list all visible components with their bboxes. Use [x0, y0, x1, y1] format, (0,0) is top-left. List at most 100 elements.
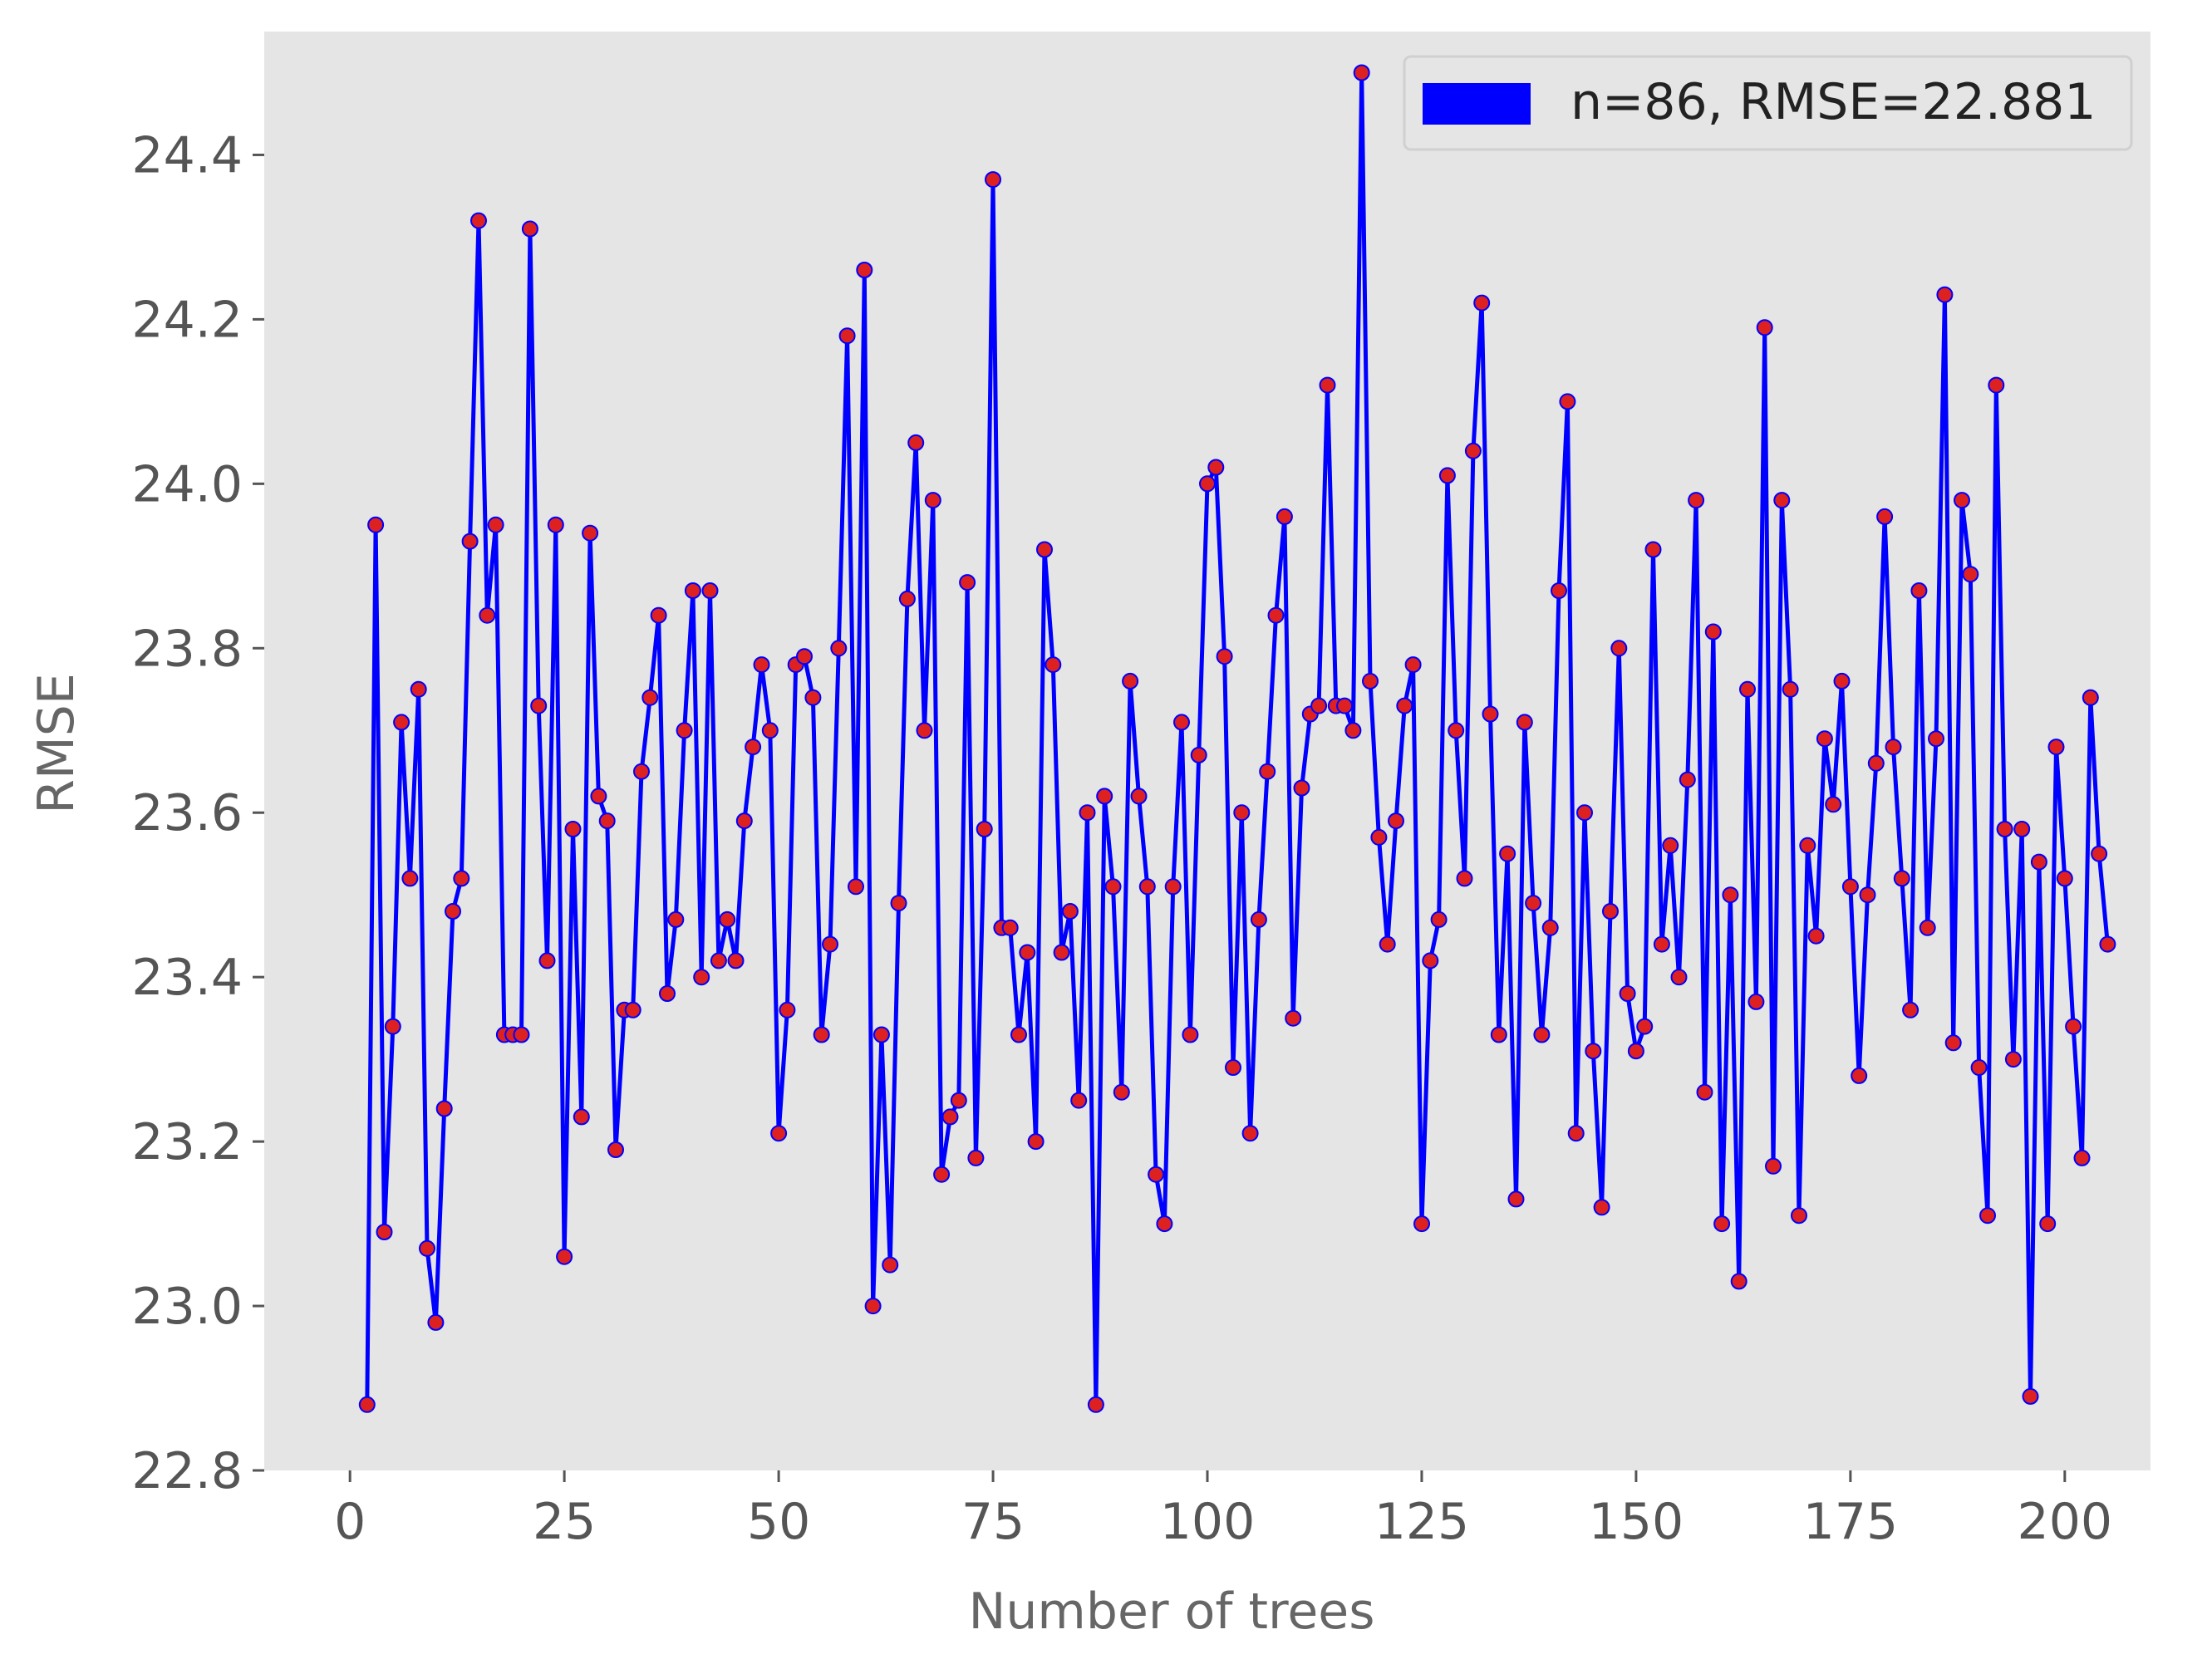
data-point [1919, 919, 1936, 936]
data-point [898, 590, 916, 607]
data-point [1525, 895, 1542, 912]
data-point [1225, 1059, 1241, 1076]
data-point [2022, 1387, 2039, 1405]
data-point [1799, 837, 1816, 854]
data-point [1250, 910, 1267, 928]
data-point [907, 434, 925, 451]
data-point [1627, 1043, 1644, 1060]
data-point [1859, 886, 1876, 904]
x-tick-label: 175 [1803, 1493, 1899, 1551]
data-point [1791, 1207, 1807, 1225]
data-point [1422, 952, 1439, 969]
data-point [1533, 1026, 1551, 1043]
x-tick-label: 200 [2018, 1493, 2113, 1551]
x-tick-label: 25 [533, 1493, 596, 1551]
x-axis-label: Number of trees [969, 1583, 1375, 1641]
data-point [1507, 1190, 1525, 1208]
data-point [1027, 1133, 1045, 1151]
data-point [838, 327, 856, 345]
data-point [882, 1256, 899, 1274]
data-point [1362, 672, 1379, 690]
data-point [1156, 1215, 1173, 1233]
data-point [1370, 828, 1388, 846]
data-point [1190, 746, 1207, 763]
data-point [1396, 697, 1413, 714]
data-point [2091, 845, 2108, 862]
data-point [1267, 606, 1285, 624]
data-point [1096, 788, 1113, 805]
data-point [1216, 648, 1233, 665]
data-point [1619, 985, 1636, 1002]
data-point [1979, 1207, 1996, 1225]
data-point [1473, 294, 1491, 312]
data-point [1430, 910, 1448, 928]
data-point [1207, 459, 1225, 476]
data-point [1636, 1018, 1654, 1035]
data-point [1670, 969, 1688, 986]
data-point [2030, 853, 2047, 871]
y-axis-label: RMSE [27, 673, 86, 813]
data-point [1276, 508, 1293, 525]
data-point [676, 722, 693, 739]
data-point [367, 516, 385, 533]
data-point [941, 1108, 959, 1126]
data-point [598, 812, 616, 830]
data-point [701, 582, 719, 599]
data-point [710, 952, 727, 969]
data-point [1662, 837, 1679, 854]
data-point [1928, 730, 1944, 748]
data-point [2065, 1018, 2082, 1035]
data-point [1490, 1026, 1507, 1043]
data-point [2099, 935, 2116, 953]
data-point [1516, 714, 1533, 731]
data-point [624, 1001, 641, 1018]
data-point [1138, 878, 1156, 896]
y-tick-label: 24.0 [131, 455, 243, 513]
data-point [848, 878, 864, 896]
data-point [745, 739, 762, 756]
data-point [1851, 1067, 1868, 1084]
data-point [1438, 467, 1456, 484]
data-point [393, 714, 410, 731]
data-point [1807, 927, 1825, 945]
data-point [1173, 714, 1190, 731]
data-point [427, 1313, 445, 1331]
data-point [804, 689, 822, 706]
data-point [1713, 1215, 1731, 1233]
plot-area [264, 32, 2151, 1470]
data-point [607, 1141, 624, 1158]
data-point [1773, 492, 1791, 509]
data-point [1130, 788, 1148, 805]
legend-box [1403, 55, 2133, 151]
data-point [1122, 672, 1139, 690]
x-tick-label: 50 [747, 1493, 810, 1551]
data-point [1559, 393, 1576, 410]
y-tick-label: 24.4 [131, 126, 243, 184]
x-tick-label: 150 [1589, 1493, 1684, 1551]
data-point [1353, 64, 1370, 81]
y-tick-label: 23.4 [131, 949, 243, 1007]
data-point [719, 910, 736, 928]
data-point [1825, 796, 1842, 813]
data-point [1585, 1043, 1602, 1060]
data-point [753, 656, 770, 674]
data-point [873, 1026, 890, 1043]
x-tick-label: 0 [334, 1493, 366, 1551]
data-point [1233, 804, 1251, 822]
series-line [365, 71, 2110, 1407]
data-point [1061, 903, 1079, 920]
data-point [384, 1018, 401, 1035]
data-point [461, 533, 479, 550]
data-point [1730, 1273, 1747, 1290]
data-point [513, 1026, 530, 1043]
data-point [1482, 705, 1499, 723]
data-point [985, 171, 1001, 189]
data-point [1113, 1083, 1130, 1101]
data-point [1954, 492, 1970, 509]
data-point [770, 1125, 788, 1142]
legend: n=86, RMSE=22.881 [1403, 55, 2133, 151]
data-point [1379, 935, 1396, 953]
data-point [659, 985, 676, 1002]
data-point [1756, 319, 1773, 336]
data-point [1996, 821, 2013, 837]
